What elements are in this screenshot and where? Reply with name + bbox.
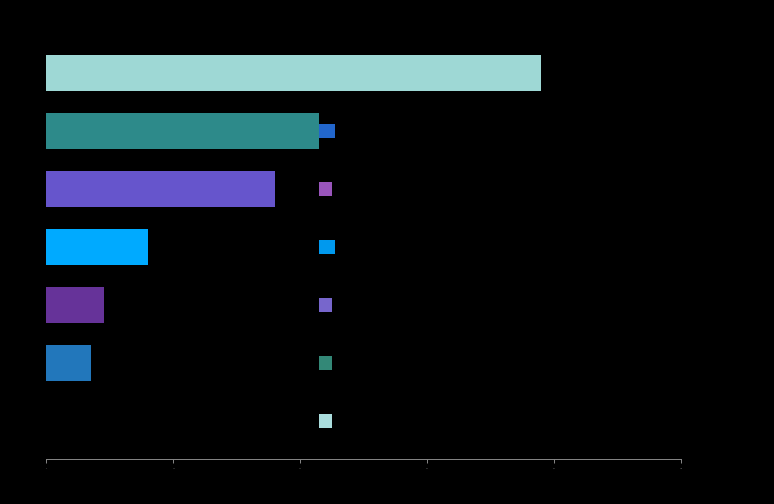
Bar [320, 182, 332, 196]
Bar [46, 229, 148, 265]
Bar [320, 298, 332, 312]
Bar [46, 345, 91, 381]
Bar [320, 123, 335, 138]
Bar [46, 113, 320, 149]
Bar [320, 356, 332, 370]
Bar [320, 240, 335, 254]
Bar [46, 55, 542, 91]
Bar [320, 414, 332, 428]
Bar [46, 287, 104, 323]
Bar [46, 171, 275, 207]
